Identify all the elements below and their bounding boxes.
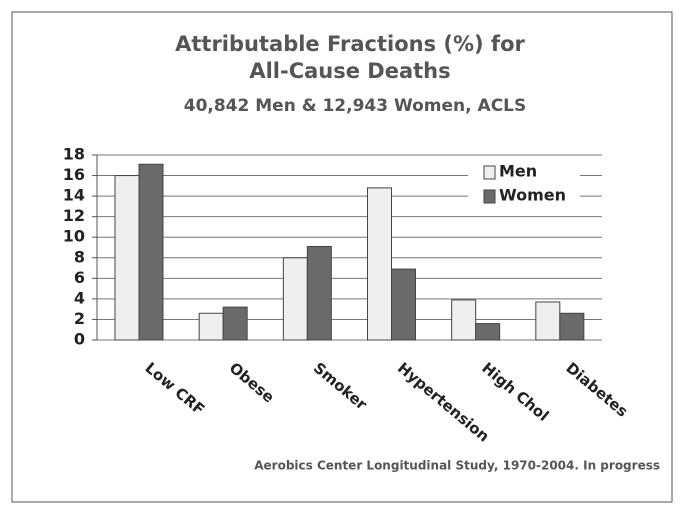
- legend-swatch: [483, 165, 496, 180]
- bar: [138, 163, 164, 341]
- legend-label: Women: [499, 186, 566, 205]
- legend-label: Men: [499, 162, 537, 181]
- x-tick-label: High Chol: [478, 359, 552, 425]
- x-tick-label: Smoker: [310, 359, 371, 414]
- bar: [306, 245, 332, 341]
- bar: [114, 175, 140, 341]
- y-tick-label: 2: [74, 309, 85, 328]
- y-tick-label: 10: [63, 227, 85, 246]
- bar: [222, 306, 248, 341]
- x-tick-label: Low CRF: [142, 359, 209, 419]
- bar: [451, 299, 477, 341]
- bar: [198, 312, 224, 341]
- y-tick-label: 6: [74, 268, 85, 287]
- footnote: Aerobics Center Longitudinal Study, 1970…: [254, 459, 660, 473]
- bar: [367, 187, 392, 341]
- y-tick-label: 18: [63, 145, 85, 164]
- frame: [11, 11, 673, 503]
- bar: [475, 323, 501, 341]
- bar: [391, 268, 416, 341]
- bar: [559, 312, 585, 341]
- chart-title: Attributable Fractions (%) for: [175, 32, 525, 56]
- bar: [282, 257, 308, 341]
- x-tick-label: Diabetes: [562, 359, 631, 421]
- x-tick-label: Obese: [226, 359, 278, 407]
- legend-swatch: [483, 189, 496, 204]
- y-tick-label: 0: [74, 330, 85, 349]
- y-tick-label: 14: [63, 186, 85, 205]
- y-tick-label: 12: [63, 206, 85, 225]
- bar: [535, 301, 561, 341]
- y-tick-label: 8: [74, 247, 85, 266]
- chart-subtitle: 40,842 Men & 12,943 Women, ACLS: [184, 96, 527, 116]
- y-tick-label: 16: [63, 165, 85, 184]
- chart-title-line2: All-Cause Deaths: [249, 59, 450, 83]
- y-tick-label: 4: [74, 288, 85, 307]
